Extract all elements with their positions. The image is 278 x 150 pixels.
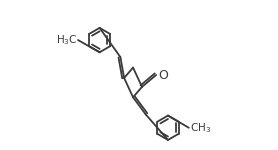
Text: CH$_3$: CH$_3$ [190,121,211,135]
Text: O: O [158,69,168,81]
Text: H$_3$C: H$_3$C [56,33,77,47]
